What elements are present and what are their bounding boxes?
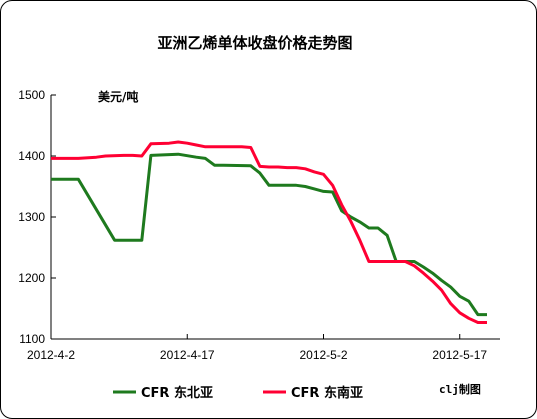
x-tick-label: 2012-5-2 [299,348,347,362]
y-tick-label: 1200 [18,271,45,285]
credit-label: clj制图 [439,382,481,396]
y-tick-label: 1400 [18,149,45,163]
y-tick-label: 1300 [18,210,45,224]
legend-label-northeast-asia: CFR 东北亚 [141,385,213,401]
series-line-northeast-asia [51,152,487,317]
series-layer [51,140,487,324]
legend: CFR 东北亚 CFR 东南亚 [113,385,363,401]
unit-label: 美元/吨 [98,89,138,104]
x-axis-ticks: 2012-4-2 2012-4-17 2012-5-2 2012-5-17 [27,334,487,362]
y-tick-label: 1100 [19,332,45,346]
y-axis-ticks: 1100 1200 1300 1400 1500 [18,88,56,346]
legend-label-southeast-asia: CFR 东南亚 [291,385,363,401]
chart-title: 亚洲乙烯单体收盘价格走势图 [157,34,352,52]
y-tick-label: 1500 [18,88,45,102]
x-tick-label: 2012-4-17 [160,348,215,362]
series-line-southeast-asia [51,140,487,324]
x-tick-label: 2012-4-2 [27,348,75,362]
x-tick-label: 2012-5-17 [432,348,487,362]
